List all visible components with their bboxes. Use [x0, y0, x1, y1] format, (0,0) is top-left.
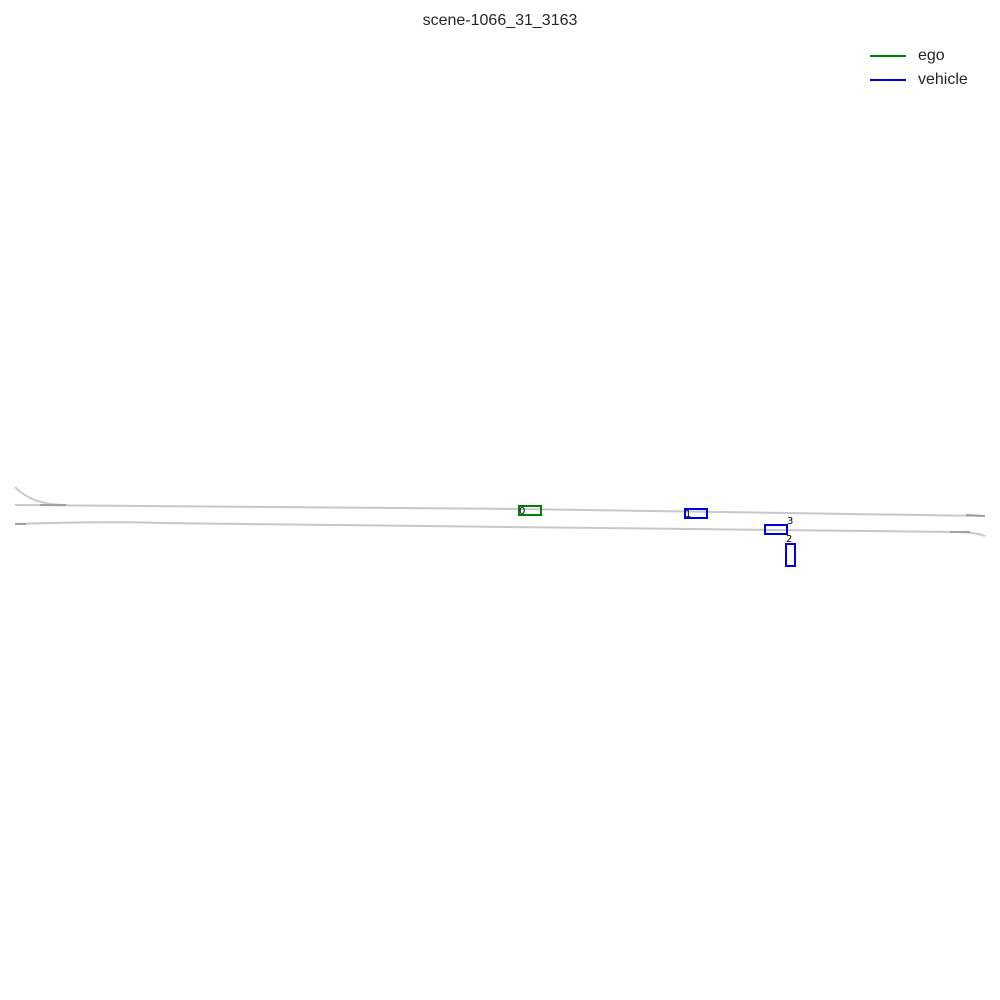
lane-upper-curve	[14, 486, 67, 506]
legend-label: ego	[918, 47, 945, 64]
legend-item-ego: ego	[866, 44, 986, 68]
legend-item-vehicle: vehicle	[866, 68, 986, 92]
agent-label: 3	[787, 516, 793, 527]
legend-swatch-vehicle	[870, 79, 906, 81]
agent-label: 1	[685, 509, 691, 520]
agent-vehicle-1: 1	[684, 508, 708, 520]
agent-vehicle-3: 3	[764, 516, 793, 535]
legend-label: vehicle	[918, 71, 968, 88]
lane-lower	[14, 521, 986, 537]
legend-swatch-ego	[870, 55, 906, 57]
scene-title: scene-1066_31_3163	[422, 12, 578, 29]
agent-label: 2	[786, 534, 792, 545]
agent-vehicle-2: 2	[785, 534, 796, 567]
agent-label: 0	[519, 506, 525, 517]
agent-ego-0: 0	[518, 505, 542, 517]
lane-end-marker	[965, 514, 986, 517]
lane-upper	[14, 504, 986, 517]
legend: ego vehicle	[866, 44, 986, 92]
